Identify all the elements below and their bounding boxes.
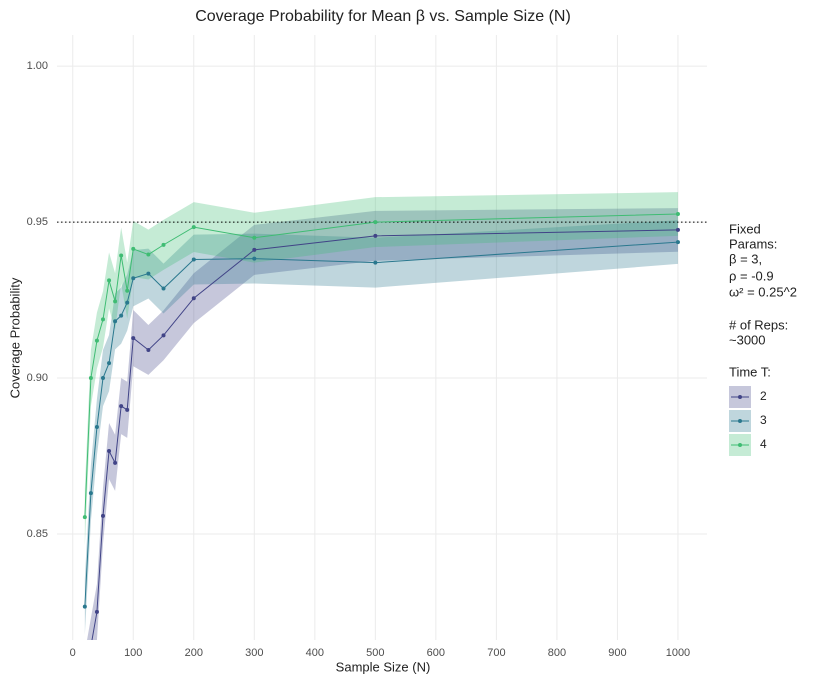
data-point <box>100 317 105 322</box>
plot-area <box>57 192 707 683</box>
y-axis-label: Coverage Probability <box>7 277 22 398</box>
data-point <box>675 240 680 245</box>
legend-label: 2 <box>760 389 767 403</box>
data-point <box>373 260 378 265</box>
legend-label: 4 <box>760 437 767 451</box>
data-point <box>131 276 136 281</box>
data-point <box>252 235 257 240</box>
x-axis-label: Sample Size (N) <box>336 659 431 674</box>
data-point <box>107 361 112 366</box>
data-point <box>146 347 151 352</box>
data-point <box>191 257 196 262</box>
data-point <box>146 271 151 276</box>
data-point <box>100 376 105 381</box>
data-point <box>113 460 118 465</box>
confidence-ribbon <box>84 192 678 546</box>
data-point <box>119 313 124 318</box>
y-tick-label: 1.00 <box>27 60 48 72</box>
data-point <box>252 247 257 252</box>
x-tick-label: 600 <box>427 647 445 659</box>
data-point <box>191 296 196 301</box>
data-point <box>107 449 112 454</box>
legend-title: Time T: <box>729 364 771 379</box>
data-point <box>89 644 93 648</box>
annotation-line: ρ = -0.9 <box>729 268 774 283</box>
x-tick-label: 300 <box>245 647 263 659</box>
data-point <box>82 515 87 520</box>
legend-label: 3 <box>760 413 767 427</box>
y-tick-label: 0.85 <box>27 528 48 540</box>
data-point <box>88 376 93 381</box>
x-tick-label: 900 <box>608 647 626 659</box>
annotation-line: ω² = 0.25^2 <box>729 284 797 299</box>
y-tick-label: 0.90 <box>27 372 48 384</box>
data-point <box>94 425 99 430</box>
data-point <box>82 604 87 609</box>
x-tick-label: 1000 <box>666 647 690 659</box>
data-point <box>373 220 378 225</box>
annotation-line: β = 3, <box>729 251 762 266</box>
data-point <box>191 225 196 230</box>
data-point <box>161 242 166 247</box>
x-tick-label: 500 <box>366 647 384 659</box>
data-point <box>119 253 124 258</box>
x-tick-label: 200 <box>185 647 203 659</box>
legend-key-point <box>738 395 742 399</box>
data-point <box>675 212 680 217</box>
data-point <box>125 407 130 412</box>
data-point <box>161 333 166 338</box>
data-point <box>119 404 124 409</box>
annotation-line: # of Reps: <box>729 317 788 332</box>
x-tick-label: 800 <box>548 647 566 659</box>
legend-key-point <box>738 443 742 447</box>
x-tick-label: 100 <box>124 647 142 659</box>
confidence-ribbon <box>84 220 678 635</box>
data-point <box>88 491 93 496</box>
annotation-line: ~3000 <box>729 332 766 347</box>
data-point <box>373 233 378 238</box>
legend-key-point <box>738 419 742 423</box>
data-point <box>161 286 166 291</box>
x-tick-label: 700 <box>487 647 505 659</box>
data-point <box>100 513 105 518</box>
confidence-ribbon <box>87 208 678 640</box>
x-tick-label: 0 <box>70 647 76 659</box>
data-point <box>83 679 87 683</box>
data-point <box>125 300 130 305</box>
data-point <box>146 252 151 257</box>
annotation-line: Params: <box>729 236 777 251</box>
annotation-line: Fixed <box>729 221 761 236</box>
data-point <box>131 246 136 251</box>
data-point <box>94 609 99 614</box>
data-point <box>94 338 99 343</box>
data-point <box>125 288 130 293</box>
chart-title: Coverage Probability for Mean β vs. Samp… <box>195 8 571 25</box>
data-point <box>113 299 118 304</box>
data-point <box>675 227 680 232</box>
data-point <box>252 256 257 261</box>
data-point <box>113 319 118 324</box>
data-point <box>131 336 136 341</box>
data-point <box>107 278 112 283</box>
y-tick-label: 0.95 <box>27 216 48 228</box>
x-tick-label: 400 <box>306 647 324 659</box>
